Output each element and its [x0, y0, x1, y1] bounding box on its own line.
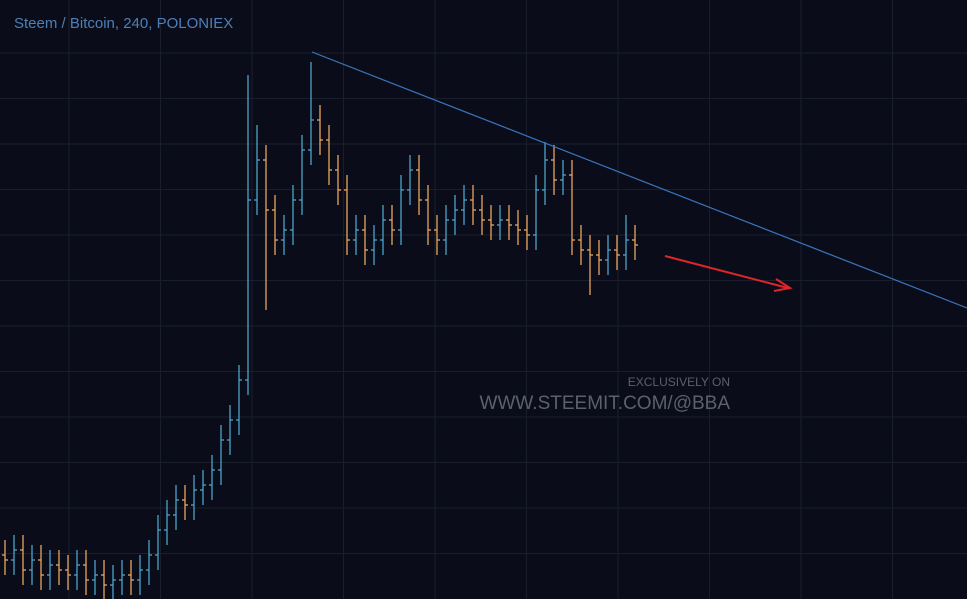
ohlc-bar	[407, 155, 413, 205]
ohlc-bar	[515, 210, 521, 245]
ohlc-bar	[416, 155, 422, 215]
ohlc-bar	[299, 135, 305, 215]
ohlc-bar	[461, 185, 467, 225]
ohlc-bar	[344, 175, 350, 255]
ohlc-bar	[137, 555, 143, 595]
arrow	[664, 255, 789, 289]
ohlc-bar	[155, 515, 161, 570]
bars	[2, 62, 638, 599]
ohlc-bar	[560, 160, 566, 195]
ohlc-bar	[587, 235, 593, 295]
ohlc-bar	[2, 540, 8, 575]
ohlc-bar	[101, 560, 107, 599]
ohlc-bar	[110, 565, 116, 599]
ohlc-bar	[596, 240, 602, 275]
ohlc-bar	[371, 225, 377, 265]
ohlc-bar	[200, 470, 206, 505]
ohlc-bar	[569, 160, 575, 255]
ohlc-bar	[452, 195, 458, 235]
ohlc-bar	[578, 225, 584, 265]
ohlc-bar	[236, 365, 242, 435]
ohlc-bar	[164, 500, 170, 545]
ohlc-bar	[11, 535, 17, 575]
ohlc-bar	[524, 215, 530, 250]
ohlc-bar	[119, 560, 125, 595]
ohlc-bar	[308, 62, 314, 165]
ohlc-bar	[74, 550, 80, 590]
ohlc-bar	[389, 205, 395, 245]
ohlc-bar	[632, 225, 638, 260]
ohlc-bar	[191, 475, 197, 520]
ohlc-bar	[380, 205, 386, 255]
ohlc-bar	[551, 145, 557, 195]
ohlc-bar	[506, 205, 512, 240]
ohlc-bar	[92, 560, 98, 595]
ohlc-bar	[353, 215, 359, 255]
trend-line	[311, 51, 967, 309]
ohlc-bar	[245, 75, 251, 395]
ohlc-bar	[281, 215, 287, 255]
ohlc-bar	[497, 205, 503, 240]
ohlc-bar	[398, 175, 404, 245]
ohlc-bar	[614, 235, 620, 270]
ohlc-bar	[470, 185, 476, 225]
ohlc-bar	[182, 485, 188, 520]
ohlc-bar	[623, 215, 629, 270]
ohlc-bar	[56, 550, 62, 585]
ohlc-bar	[443, 205, 449, 255]
ohlc-bar	[272, 195, 278, 255]
ohlc-bar	[605, 235, 611, 275]
ohlc-bar	[20, 535, 26, 585]
ohlc-bar	[335, 155, 341, 205]
ohlc-bar	[29, 545, 35, 585]
ohlc-bar	[47, 550, 53, 590]
ohlc-bar	[533, 175, 539, 250]
arrow-head	[773, 278, 793, 292]
ohlc-bar	[128, 560, 134, 595]
ohlc-bar	[218, 425, 224, 485]
ohlc-bar	[65, 555, 71, 590]
ohlc-bar	[263, 145, 269, 310]
ohlc-bar	[227, 405, 233, 455]
ohlc-bar	[542, 142, 548, 205]
ohlc-bar	[488, 205, 494, 240]
ohlc-bar	[290, 185, 296, 245]
ohlc-bar	[209, 455, 215, 500]
ohlc-bar	[173, 485, 179, 530]
ohlc-bar	[38, 545, 44, 590]
ohlc-bar	[479, 195, 485, 235]
watermark: WWW.STEEMIT.COM/@BBA	[480, 393, 731, 414]
ohlc-bar	[362, 215, 368, 265]
ohlc-bar	[83, 550, 89, 595]
ohlc-bar	[425, 185, 431, 245]
ohlc-bar	[326, 125, 332, 185]
watermark-small: EXCLUSIVELY ON	[628, 375, 730, 389]
ohlc-bar	[254, 125, 260, 215]
chart-title: Steem / Bitcoin, 240, POLONIEX	[14, 15, 233, 32]
ohlc-bar	[434, 215, 440, 255]
ohlc-bar	[146, 540, 152, 585]
ohlc-bar	[317, 105, 323, 155]
